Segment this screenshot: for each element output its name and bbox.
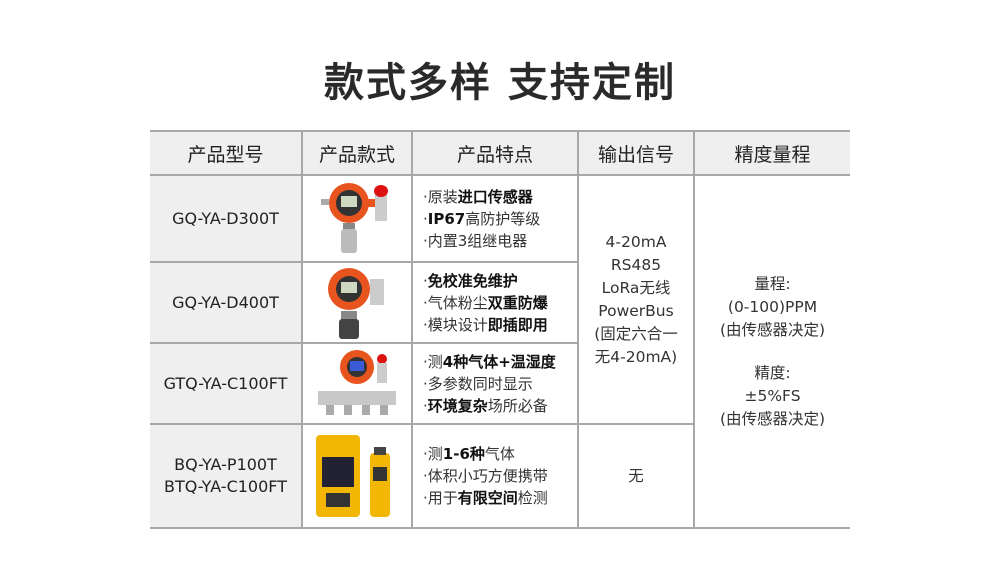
- accuracy-cell: 量程: (0-100)PPM (由传感器决定) 精度: ±5%FS (由传感器决定): [693, 174, 850, 529]
- feature-line: ·测1-6种气体: [423, 443, 577, 465]
- table-row: BQ-YA-P100T BTQ-YA-C100FT ·测1-6种气体 ·体积小巧方便…: [150, 423, 850, 529]
- feature-text: ·体积小巧方便携带: [423, 467, 548, 485]
- feature-text: ·多参数同时显示: [423, 374, 533, 393]
- header-image: 产品款式: [301, 130, 413, 176]
- feature-text: 场所必备: [487, 396, 548, 415]
- feature-line: ·原装进口传感器: [423, 186, 577, 208]
- feature-text: ·测: [423, 445, 443, 463]
- model-cell: GQ-YA-D400T: [150, 261, 303, 344]
- feature-highlight: 免校准免维护: [427, 271, 518, 290]
- output-signal-cell: 4-20mA RS485 LoRa无线 PowerBus (固定六合一 无4-20mA): [577, 174, 695, 425]
- feature-line: ·多参数同时显示: [423, 373, 577, 395]
- feature-highlight: 4种气体+温湿度: [442, 352, 556, 371]
- page-title: 款式多样 支持定制: [324, 60, 676, 106]
- multi-gas-detector-image: [318, 349, 396, 415]
- feature-line: ·用于有限空间检测: [423, 487, 577, 509]
- feature-highlight: 有限空间: [457, 489, 518, 507]
- output-signal-portable-cell: 无: [577, 423, 694, 529]
- feature-line: ·模块设计即插即用: [423, 314, 577, 336]
- table-row: GQ-YA-D400T ·免校准免维护 ·气体粉尘双重防爆 ·模块设计即插即用: [150, 261, 850, 344]
- feature-text: ·模块设计: [423, 315, 488, 334]
- feature-text: ·: [423, 396, 428, 415]
- product-image: [301, 342, 413, 425]
- table-row: GQ-YA-D300T ·原装进口传感器 ·IP67高防护等级 ·内置3组继电器 4…: [150, 174, 850, 529]
- feature-highlight: IP67: [427, 209, 466, 228]
- features-cell: ·免校准免维护 ·气体粉尘双重防爆 ·模块设计即插即用: [411, 261, 578, 344]
- feature-line: ·环境复杂场所必备: [423, 395, 577, 417]
- features-cell: ·原装进口传感器 ·IP67高防护等级 ·内置3组继电器: [411, 174, 579, 263]
- feature-line: ·体积小巧方便携带: [423, 465, 577, 487]
- feature-text: 检测: [517, 489, 548, 507]
- feature-text: ·测: [423, 352, 443, 371]
- product-image: [301, 423, 413, 529]
- feature-text: 高防护等级: [465, 209, 541, 228]
- header-accuracy: 精度量程: [693, 130, 850, 176]
- fixed-gas-detector-image: [321, 182, 388, 253]
- features-cell: ·测1-6种气体 ·体积小巧方便携带 ·用于有限空间检测: [411, 423, 579, 529]
- feature-text: ·气体粉尘: [423, 293, 488, 312]
- feature-text: ·内置3组继电器: [423, 231, 528, 250]
- table-row: GTQ-YA-C100FT ·测4种气体+温湿度 ·多参数同时显示 ·环境复杂场所必…: [150, 342, 850, 425]
- feature-highlight: 进口传感器: [457, 187, 533, 206]
- features-cell: ·测4种气体+温湿度 ·多参数同时显示 ·环境复杂场所必备: [411, 342, 578, 425]
- portable-detectors-image: [316, 435, 390, 517]
- feature-line: ·气体粉尘双重防爆: [423, 292, 577, 314]
- table-header-row: 产品型号 产品款式 产品特点 输出信号 精度量程: [150, 130, 850, 176]
- header-model: 产品型号: [150, 130, 303, 176]
- feature-text: ·用于: [423, 489, 458, 507]
- explosion-proof-detector-image: [328, 267, 384, 339]
- model-cell: GQ-YA-D300T: [150, 174, 303, 263]
- header-output: 输出信号: [577, 130, 695, 176]
- product-image: [301, 261, 413, 344]
- feature-text: 气体: [484, 445, 515, 463]
- feature-line: ·测4种气体+温湿度: [423, 351, 577, 373]
- feature-text: ·原装: [423, 187, 458, 206]
- header-features: 产品特点: [411, 130, 579, 176]
- feature-text: ·: [423, 209, 428, 228]
- feature-line: ·免校准免维护: [423, 270, 577, 292]
- model-cell: GTQ-YA-C100FT: [150, 342, 303, 425]
- product-image: [301, 174, 413, 263]
- feature-line: ·内置3组继电器: [423, 230, 577, 252]
- model-cell: BQ-YA-P100T BTQ-YA-C100FT: [150, 423, 303, 529]
- feature-highlight: 环境复杂: [427, 396, 488, 415]
- feature-highlight: 1-6种: [442, 445, 485, 463]
- product-table: 产品型号 产品款式 产品特点 输出信号 精度量程 GQ-YA-D300T ·原装…: [150, 130, 850, 529]
- feature-highlight: 即插即用: [487, 315, 548, 334]
- feature-text: ·: [423, 271, 428, 290]
- feature-line: ·IP67高防护等级: [423, 208, 577, 230]
- feature-highlight: 双重防爆: [487, 293, 548, 312]
